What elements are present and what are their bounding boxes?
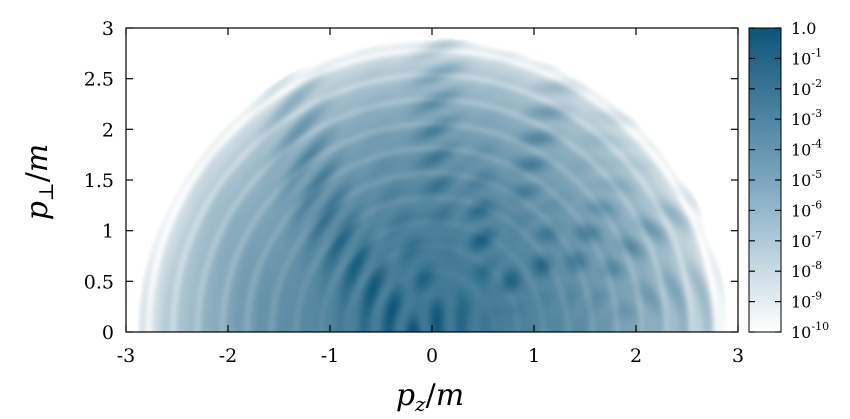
y-tick-label: 0.5 — [84, 271, 114, 293]
colorbar-tick-base: 10 — [791, 201, 811, 220]
x-tick-label: 2 — [630, 345, 642, 367]
y-tick-label: 3 — [102, 18, 114, 40]
y-tick-label: 2.5 — [84, 69, 114, 91]
colorbar-tick-exponent: -8 — [811, 259, 822, 272]
x-tick-label: -2 — [219, 345, 238, 367]
colorbar-tick-base: 10 — [791, 110, 811, 129]
colorbar-tick-label: 10-5 — [791, 168, 822, 190]
colorbar-tick-exponent: -2 — [811, 77, 822, 90]
colorbar-ticks: 1.010-110-210-310-410-510-610-710-810-91… — [749, 19, 829, 342]
colorbar-tick-exponent: -6 — [811, 198, 822, 211]
colorbar-tick-exponent: -3 — [811, 107, 822, 120]
colorbar-tick-label: 10-9 — [791, 290, 822, 312]
colorbar-tick-base: 10 — [791, 171, 811, 190]
colorbar-tick-label: 10-3 — [791, 107, 822, 129]
colorbar-tick-label: 10-2 — [791, 77, 822, 99]
colorbar-tick-base: 10 — [791, 323, 811, 342]
y-tick-label: 0 — [102, 322, 114, 344]
colorbar: 1.010-110-210-310-410-510-610-710-810-91… — [748, 19, 829, 342]
colorbar-tick-base: 1.0 — [791, 19, 816, 38]
colorbar-tick-base: 10 — [791, 293, 811, 312]
colorbar-tick-base: 10 — [791, 232, 811, 251]
x-tick-label: -1 — [321, 345, 340, 367]
x-axis-ticks: -3 -2 -1 0 1 2 3 — [117, 28, 744, 367]
colorbar-tick-exponent: -5 — [811, 168, 822, 181]
x-tick-label: -3 — [117, 345, 136, 367]
colorbar-tick-label: 10-6 — [791, 198, 822, 220]
x-tick-label: 1 — [528, 345, 540, 367]
heatmap-image — [126, 28, 738, 332]
colorbar-tick-label: 1.0 — [791, 19, 816, 38]
colorbar-tick-label: 10-1 — [791, 46, 822, 68]
x-axis-label: pz/m — [396, 378, 464, 416]
colorbar-tick-exponent: -4 — [811, 138, 822, 151]
colorbar-tick-label: 10-8 — [791, 259, 822, 281]
y-axis-ticks: 0 0.5 1 1.5 2 2.5 3 — [84, 18, 738, 344]
colorbar-tick-base: 10 — [791, 141, 811, 160]
colorbar-tick-base: 10 — [791, 49, 811, 68]
x-tick-label: 0 — [426, 345, 438, 367]
x-tick-label: 3 — [732, 345, 744, 367]
colorbar-tick-exponent: -7 — [811, 229, 822, 242]
colorbar-tick-base: 10 — [791, 262, 811, 281]
colorbar-tick-base: 10 — [791, 80, 811, 99]
colorbar-tick-label: 10-10 — [791, 320, 829, 342]
y-axis-label: p⊥/m — [20, 144, 58, 221]
colorbar-tick-exponent: -9 — [811, 290, 822, 303]
colorbar-tick-label: 10-7 — [791, 229, 822, 251]
colorbar-tick-label: 10-4 — [791, 138, 822, 160]
colorbar-tick-exponent: -10 — [811, 320, 829, 333]
y-tick-label: 1 — [102, 221, 114, 243]
y-tick-label: 1.5 — [84, 170, 114, 192]
colorbar-tick-exponent: -1 — [811, 46, 822, 59]
y-tick-label: 2 — [102, 119, 114, 141]
